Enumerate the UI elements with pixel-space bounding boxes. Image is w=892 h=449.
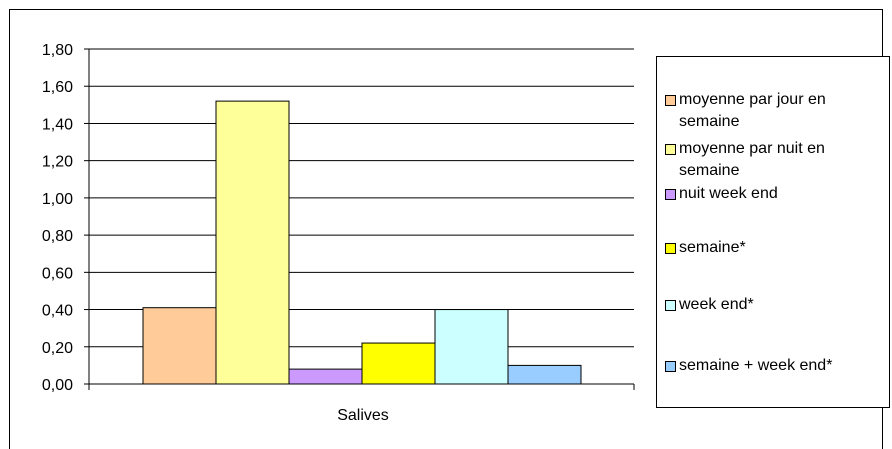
legend-item-4: semaine* <box>665 237 885 259</box>
legend-label-5: week end* <box>679 296 754 313</box>
y-tick-label: 0,60 <box>42 265 73 282</box>
y-tick-label: 0,00 <box>42 377 73 394</box>
legend: moyenne par jour en semaine moyenne par … <box>656 56 890 408</box>
legend-swatch-6 <box>665 361 676 372</box>
bar-6 <box>507 364 582 385</box>
legend-swatch-1 <box>665 95 676 106</box>
legend-swatch-4 <box>665 243 676 254</box>
legend-item-2: moyenne par nuit en semaine <box>665 138 885 182</box>
legend-item-3: nuit week end <box>665 183 885 205</box>
bar-4 <box>361 342 436 385</box>
bar-5 <box>434 309 509 385</box>
y-tick-label: 0,40 <box>42 303 73 320</box>
legend-label-2: moyenne par nuit en semaine <box>679 140 825 179</box>
legend-label-3: nuit week end <box>679 185 778 202</box>
legend-swatch-2 <box>665 144 676 155</box>
x-category-label: Salives <box>337 407 389 424</box>
bars <box>142 100 582 385</box>
legend-item-6: semaine + week end* <box>665 355 885 377</box>
legend-label-4: semaine* <box>679 239 746 256</box>
gridlines <box>89 48 634 348</box>
legend-label-1: moyenne par jour en semaine <box>679 91 826 130</box>
legend-label-6: semaine + week end* <box>679 357 833 374</box>
legend-swatch-5 <box>665 300 676 311</box>
y-tick-label: 1,40 <box>42 116 73 133</box>
y-tick-label: 1,00 <box>42 191 73 208</box>
y-tick-label: 1,20 <box>42 154 73 171</box>
bar-3 <box>288 368 363 385</box>
bar-1 <box>142 307 217 385</box>
legend-swatch-3 <box>665 189 676 200</box>
legend-item-5: week end* <box>665 294 885 316</box>
y-tick-label: 0,80 <box>42 228 73 245</box>
axes <box>84 48 635 390</box>
y-tick-label: 1,60 <box>42 79 73 96</box>
legend-item-1: moyenne par jour en semaine <box>665 89 885 133</box>
bar-2 <box>215 100 290 385</box>
y-tick-label: 1,80 <box>42 42 73 59</box>
y-tick-label: 0,20 <box>42 340 73 357</box>
y-tick-labels: 0,00 0,20 0,40 0,60 0,80 1,00 1,20 1,40 1,60 1,80 <box>42 42 73 394</box>
